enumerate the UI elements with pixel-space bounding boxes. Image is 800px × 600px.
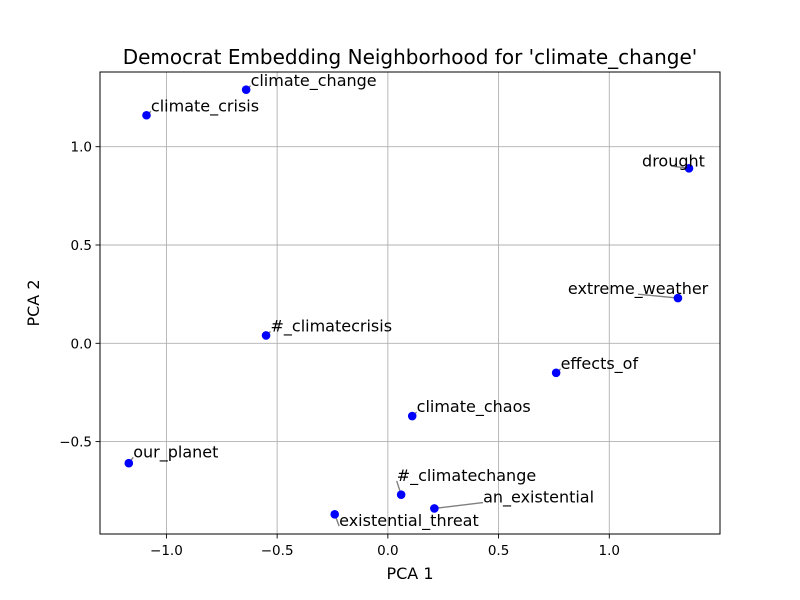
grid-lines <box>100 72 720 534</box>
point-label: #_climatechange <box>397 466 536 486</box>
point-label: #_climatecrisis <box>271 317 393 337</box>
data-point <box>261 331 271 340</box>
point-label: drought <box>642 151 705 170</box>
x-axis-label: PCA 1 <box>386 564 433 583</box>
data-point <box>396 490 406 499</box>
leader-line <box>434 501 484 510</box>
point-label: an_existential <box>483 488 594 508</box>
data-point <box>142 110 151 120</box>
data-point <box>430 504 439 513</box>
point-label: our_planet <box>133 442 218 462</box>
chart-title: Democrat Embedding Neighborhood for 'cli… <box>123 45 698 69</box>
data-point <box>330 510 340 519</box>
y-tick-label: −0.5 <box>59 435 92 451</box>
x-tick-label: 0.5 <box>488 543 509 559</box>
data-point <box>673 293 683 303</box>
point-label: extreme_weather <box>568 279 709 299</box>
data-point <box>551 368 561 378</box>
y-tick-label: 0.5 <box>71 238 92 254</box>
x-tick-label: 0.0 <box>377 543 398 559</box>
data-point <box>407 411 417 421</box>
data-points <box>124 85 694 519</box>
point-label: climate_change <box>251 71 377 91</box>
x-tick-label: −1.0 <box>150 543 183 559</box>
point-label: climate_crisis <box>151 96 259 116</box>
point-label: climate_chaos <box>417 397 531 417</box>
point-label: effects_of <box>561 354 639 374</box>
y-tick-label: 1.0 <box>71 140 92 156</box>
axis-ticks: −1.0 −0.5 0.0 0.5 1.0 −0.5 0.0 0.5 1.0 <box>59 140 620 559</box>
x-tick-label: 1.0 <box>599 543 620 559</box>
leader-line <box>638 293 678 299</box>
point-label: existential_threat <box>339 511 479 531</box>
plot-area-frame <box>99 71 721 535</box>
y-axis-label: PCA 2 <box>24 279 43 326</box>
data-point <box>241 85 251 94</box>
y-tick-label: 0.0 <box>71 336 92 352</box>
data-point <box>124 458 134 468</box>
data-point <box>684 164 694 173</box>
x-tick-label: −0.5 <box>261 543 294 559</box>
